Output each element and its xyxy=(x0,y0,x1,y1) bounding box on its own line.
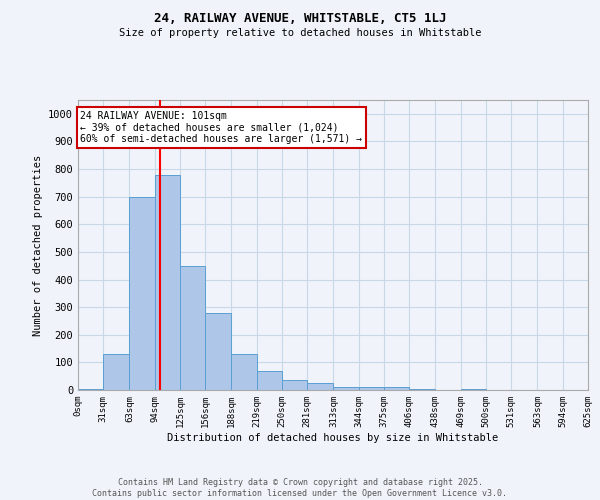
Bar xyxy=(130,196,155,390)
Text: Size of property relative to detached houses in Whitstable: Size of property relative to detached ho… xyxy=(119,28,481,38)
Bar xyxy=(359,386,384,390)
Text: 24 RAILWAY AVENUE: 101sqm
← 39% of detached houses are smaller (1,024)
60% of se: 24 RAILWAY AVENUE: 101sqm ← 39% of detac… xyxy=(80,111,362,144)
Bar xyxy=(155,174,180,390)
Text: 24, RAILWAY AVENUE, WHITSTABLE, CT5 1LJ: 24, RAILWAY AVENUE, WHITSTABLE, CT5 1LJ xyxy=(154,12,446,26)
Bar xyxy=(232,354,257,390)
Bar xyxy=(334,386,359,390)
Bar xyxy=(384,387,409,390)
Y-axis label: Number of detached properties: Number of detached properties xyxy=(32,154,43,336)
Bar xyxy=(461,388,486,390)
Bar xyxy=(307,383,334,390)
X-axis label: Distribution of detached houses by size in Whitstable: Distribution of detached houses by size … xyxy=(167,432,499,442)
Bar xyxy=(409,389,436,390)
Text: Contains HM Land Registry data © Crown copyright and database right 2025.
Contai: Contains HM Land Registry data © Crown c… xyxy=(92,478,508,498)
Bar xyxy=(205,313,232,390)
Bar xyxy=(282,380,307,390)
Bar xyxy=(103,354,130,390)
Bar xyxy=(78,388,103,390)
Bar xyxy=(257,371,282,390)
Bar xyxy=(180,266,205,390)
